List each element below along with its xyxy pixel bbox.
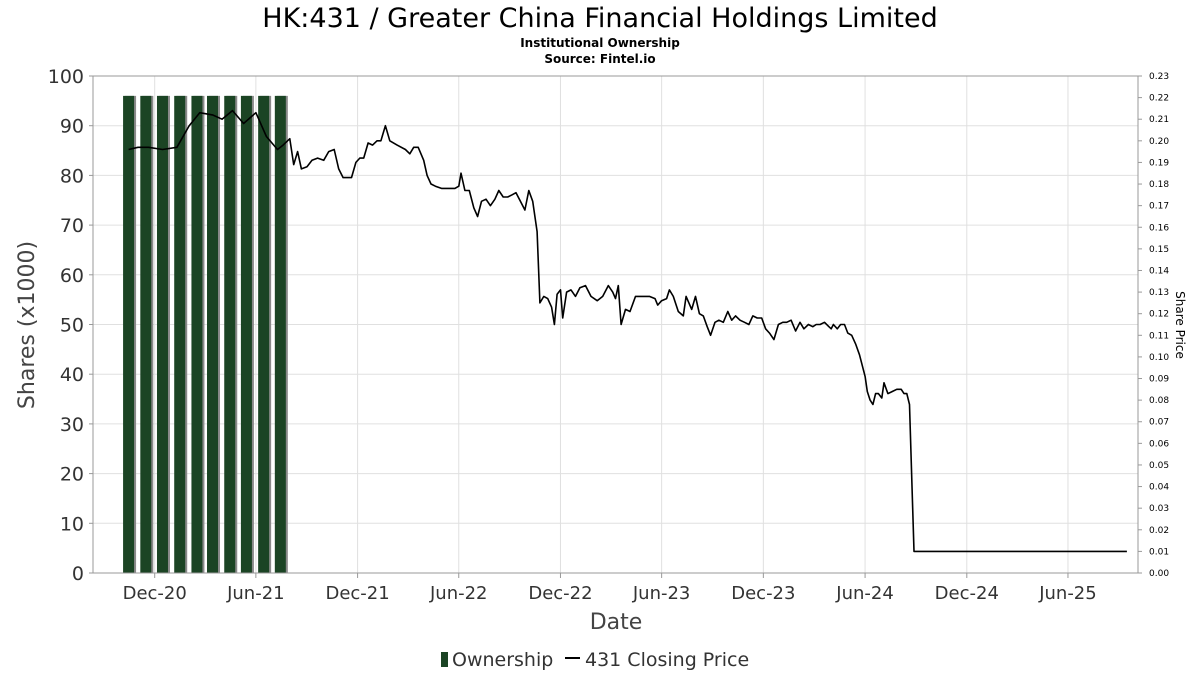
y2-tick-label: 0.06 [1149,439,1169,449]
y-tick-label: 40 [60,364,84,386]
y2-tick-label: 0.12 [1149,310,1169,320]
y2-tick-label: 0.23 [1149,72,1169,82]
ownership-bar [258,95,270,573]
y2-tick-label: 0.08 [1149,396,1169,406]
x-tick-label: Jun-25 [1038,583,1097,604]
legend-price-label: 431 Closing Price [585,649,749,671]
y2-tick-label: 0.17 [1149,202,1169,212]
ownership-bar [191,95,203,573]
ownership-bar [274,95,286,573]
price-line-group [128,109,1127,553]
ownership-bar [123,95,135,573]
x-axis: Dec-20 Jun-21 Dec-21 Jun-22 Dec-22 Jun-23 Dec-… [123,573,1097,604]
y2-tick-label: 0.03 [1149,504,1169,514]
chart-subtitle-line-1: Institutional Ownership [520,36,680,50]
x-tick-label: Dec-22 [528,583,592,604]
y2-tick-label: 0.13 [1149,288,1169,298]
ownership-bars [123,95,288,573]
y2-tick-label: 0.21 [1149,115,1169,125]
y-tick-label: 100 [48,66,84,88]
y2-tick-label: 0.04 [1149,483,1169,493]
y-tick-label: 70 [60,215,84,237]
x-tick-label: Jun-22 [429,583,488,604]
y2-tick-label: 0.05 [1149,461,1169,471]
legend-ownership-swatch [441,652,448,667]
y2-tick-label: 0.11 [1149,331,1169,341]
y2-tick-label: 0.01 [1149,547,1169,557]
x-axis-label: Date [590,610,643,635]
y2-tick-label: 0.16 [1149,223,1169,233]
y2-tick-label: 0.14 [1149,266,1169,276]
y2-axis-label: Share Price [1173,291,1187,359]
y-tick-label: 50 [60,315,84,337]
y-axis-label: Shares (x1000) [15,241,40,409]
y-axis-right: 0.00 0.01 0.02 0.03 0.04 0.05 0.06 0.07 0.08 0.09… [1138,72,1169,579]
x-tick-label: Jun-23 [632,583,691,604]
y-tick-label: 30 [60,414,84,436]
x-tick-label: Dec-20 [123,583,187,604]
y2-tick-label: 0.07 [1149,418,1169,428]
y-tick-label: 10 [60,513,84,535]
x-tick-label: Jun-21 [226,583,285,604]
x-tick-label: Dec-23 [731,583,795,604]
y-tick-label: 20 [60,464,84,486]
y-tick-label: 90 [60,116,84,138]
y2-tick-label: 0.19 [1149,158,1169,168]
chart-subtitle-line-2: Source: Fintel.io [544,52,655,66]
legend: Ownership 431 Closing Price [441,649,749,671]
ownership-bar [174,95,186,573]
y-tick-label: 60 [60,265,84,287]
legend-ownership-label: Ownership [452,649,553,671]
y-tick-label: 0 [72,563,84,585]
chart-title: HK:431 / Greater China Financial Holding… [262,3,937,34]
y2-tick-label: 0.09 [1149,375,1169,385]
y2-tick-label: 0.20 [1149,137,1169,147]
y2-tick-label: 0.00 [1149,569,1169,579]
ownership-bar [207,95,219,573]
y2-tick-label: 0.02 [1149,526,1169,536]
y-tick-label: 80 [60,165,84,187]
ownership-bar [156,95,168,573]
x-tick-label: Dec-21 [325,583,389,604]
ownership-bar [240,95,252,573]
x-tick-label: Dec-24 [935,583,999,604]
y2-tick-label: 0.10 [1149,353,1169,363]
y2-tick-label: 0.15 [1149,245,1169,255]
x-tick-label: Jun-24 [835,583,894,604]
y-axis-left: 0 10 20 30 40 50 60 70 80 90 100 [48,66,93,585]
y2-tick-label: 0.22 [1149,94,1169,104]
ownership-bar [140,95,152,573]
ownership-bar [224,95,236,573]
y2-tick-label: 0.18 [1149,180,1169,190]
price-line [128,109,1127,553]
